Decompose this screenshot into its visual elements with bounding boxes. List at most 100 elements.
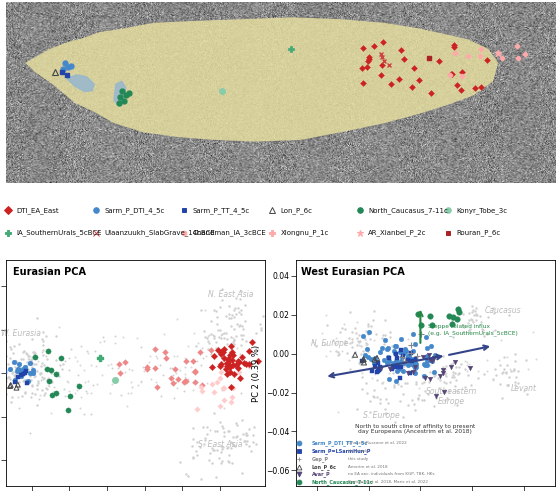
Point	[498, 394, 507, 402]
Point	[210, 409, 219, 417]
Point	[215, 418, 224, 426]
Point	[340, 337, 349, 345]
Point	[31, 349, 40, 357]
Point	[224, 458, 233, 466]
Point	[396, 348, 405, 355]
Text: Ulaanzuukh_SlabGrave_14cBCE: Ulaanzuukh_SlabGrave_14cBCE	[104, 230, 215, 237]
Point	[488, 375, 497, 383]
Point	[400, 349, 408, 357]
Point	[27, 393, 36, 401]
Point	[492, 371, 501, 379]
Point	[33, 314, 42, 322]
Point	[426, 375, 435, 383]
Text: IA_SouthernUrals_5cBCE: IA_SouthernUrals_5cBCE	[17, 230, 102, 237]
Point	[233, 364, 242, 372]
Point	[377, 364, 386, 372]
Point	[41, 384, 50, 392]
Point	[346, 365, 355, 373]
Point	[193, 451, 202, 459]
Point	[417, 380, 426, 387]
Point	[14, 365, 23, 373]
Point	[217, 360, 225, 368]
Point	[31, 360, 40, 368]
Point	[45, 347, 54, 355]
Point	[417, 371, 426, 379]
Point	[354, 337, 363, 345]
Point	[459, 310, 468, 318]
Point	[26, 377, 35, 384]
Point	[41, 365, 50, 373]
Point	[47, 366, 56, 374]
Point	[418, 396, 427, 404]
Point	[468, 318, 477, 326]
Point	[509, 366, 518, 374]
Point	[234, 357, 243, 365]
Point	[190, 378, 199, 386]
Point	[403, 369, 412, 377]
Point	[267, 334, 276, 342]
Point	[479, 370, 488, 378]
Point	[510, 357, 519, 365]
Point	[33, 367, 42, 375]
Point	[529, 327, 538, 335]
Point	[248, 431, 257, 438]
Point	[229, 336, 238, 344]
Point	[216, 459, 225, 467]
Point	[196, 475, 205, 483]
Point	[331, 347, 340, 355]
Point	[443, 394, 452, 402]
Point	[455, 369, 464, 377]
Point	[357, 350, 365, 358]
Point	[465, 325, 474, 333]
Point	[376, 363, 384, 371]
Point	[359, 332, 368, 340]
Point	[442, 369, 451, 377]
Point	[16, 372, 25, 380]
Point	[408, 330, 417, 338]
Point	[190, 368, 199, 376]
Point	[18, 377, 27, 385]
Text: S. Europe: S. Europe	[363, 411, 400, 420]
Point	[58, 365, 67, 373]
Point	[226, 444, 235, 452]
Point	[232, 361, 240, 369]
Point	[196, 348, 205, 356]
Point	[235, 375, 244, 382]
Point	[232, 332, 241, 340]
Point	[483, 367, 492, 375]
Point	[414, 391, 423, 399]
Text: Avar_P: Avar_P	[311, 471, 330, 477]
Point	[26, 355, 35, 363]
Point	[199, 355, 208, 362]
Point	[51, 389, 60, 397]
Point	[400, 359, 408, 367]
Point	[193, 379, 202, 386]
Point	[244, 442, 253, 450]
Point	[213, 346, 222, 354]
Point	[420, 372, 429, 380]
Point	[39, 341, 47, 349]
Point	[233, 432, 242, 440]
Point	[422, 352, 431, 359]
Point	[420, 396, 429, 404]
Point	[66, 345, 75, 353]
Point	[368, 392, 377, 400]
Point	[359, 358, 368, 366]
Point	[28, 369, 37, 377]
Point	[510, 378, 519, 386]
Point	[341, 339, 350, 347]
Point	[219, 355, 228, 363]
Point	[255, 320, 264, 327]
Point	[3, 373, 12, 381]
Text: Steppe related influx
(e.g. IA_SouthernUrals_5cBCE): Steppe related influx (e.g. IA_SouthernU…	[428, 325, 518, 336]
Point	[27, 369, 36, 377]
Point	[168, 364, 177, 372]
Point	[453, 401, 462, 409]
Point	[350, 351, 359, 359]
Point	[179, 378, 188, 386]
Point	[505, 373, 514, 381]
Point	[210, 427, 219, 435]
Point	[364, 330, 373, 338]
Point	[425, 361, 434, 369]
Point	[198, 381, 206, 388]
